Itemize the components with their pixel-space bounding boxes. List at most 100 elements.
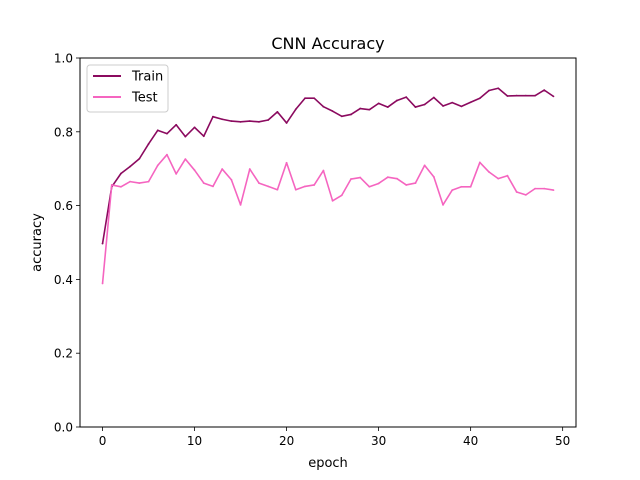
- data-point-train-27: [350, 113, 352, 116]
- data-point-test-27: [350, 178, 352, 180]
- data-point-test-46: [524, 194, 527, 196]
- x-axis-label: epoch: [308, 456, 348, 471]
- data-point-test-48: [543, 187, 546, 190]
- data-point-train-30: [377, 102, 380, 105]
- data-point-train-8: [175, 123, 178, 126]
- data-point-test-18: [267, 185, 270, 188]
- data-point-train-5: [147, 143, 150, 145]
- data-point-train-31: [386, 106, 389, 108]
- data-point-train-35: [423, 103, 426, 106]
- data-point-train-18: [267, 119, 270, 121]
- data-point-train-47: [534, 94, 536, 97]
- data-point-train-17: [258, 120, 260, 123]
- data-point-test-13: [221, 168, 224, 170]
- data-point-test-3: [129, 180, 132, 183]
- data-point-test-37: [442, 203, 444, 206]
- data-point-test-38: [451, 189, 454, 192]
- data-point-test-10: [193, 169, 196, 172]
- data-point-train-23: [313, 97, 316, 100]
- legend-label-train: Train: [131, 70, 163, 85]
- x-tick-label-40: 40: [463, 434, 478, 448]
- plot-frame: [79, 57, 577, 428]
- legend-label-test: Test: [131, 91, 158, 106]
- data-point-train-28: [359, 107, 362, 110]
- data-point-train-10: [193, 126, 196, 129]
- data-point-test-31: [386, 176, 389, 179]
- data-point-test-41: [478, 161, 481, 164]
- data-point-train-21: [294, 108, 297, 111]
- data-point-train-9: [184, 135, 187, 138]
- y-axis-label: accuracy: [30, 213, 45, 272]
- series-layer: [101, 87, 555, 285]
- data-point-test-23: [313, 184, 316, 186]
- data-point-train-2: [120, 172, 122, 175]
- x-tick-label-20: 20: [279, 434, 294, 448]
- data-point-test-6: [156, 164, 159, 167]
- data-point-train-25: [331, 110, 334, 113]
- data-point-train-40: [469, 101, 472, 104]
- y-tick-label-0.2: 0.2: [54, 347, 73, 361]
- series-line-test: [101, 153, 554, 284]
- data-point-test-22: [304, 185, 306, 188]
- data-point-train-32: [396, 99, 398, 102]
- data-point-test-32: [396, 177, 398, 180]
- data-point-test-36: [432, 175, 435, 178]
- data-point-train-3: [129, 165, 132, 168]
- data-point-train-14: [230, 120, 233, 122]
- data-point-train-13: [221, 118, 224, 121]
- data-point-train-4: [138, 157, 141, 160]
- data-point-test-28: [359, 176, 362, 179]
- data-point-train-37: [442, 105, 444, 107]
- data-point-test-5: [147, 180, 150, 183]
- data-point-test-15: [239, 203, 242, 206]
- data-point-train-29: [368, 108, 371, 111]
- data-point-train-33: [405, 96, 408, 99]
- data-point-train-34: [414, 106, 417, 108]
- data-point-test-21: [294, 188, 297, 191]
- data-point-test-14: [230, 178, 233, 181]
- data-point-train-48: [543, 89, 546, 91]
- data-point-test-0: [101, 282, 104, 285]
- data-point-test-26: [340, 194, 343, 197]
- data-point-test-30: [377, 182, 380, 185]
- data-point-test-34: [414, 182, 417, 184]
- data-point-test-16: [248, 168, 251, 170]
- data-point-test-40: [469, 185, 472, 188]
- data-point-train-39: [460, 105, 463, 108]
- data-point-train-11: [202, 135, 205, 138]
- data-point-test-2: [120, 185, 122, 188]
- data-point-test-43: [497, 177, 500, 180]
- data-point-test-24: [322, 169, 325, 172]
- data-point-train-43: [497, 87, 500, 90]
- data-point-train-45: [515, 94, 518, 97]
- data-point-train-16: [248, 120, 251, 122]
- data-point-test-33: [405, 184, 408, 186]
- data-point-train-26: [340, 115, 343, 118]
- data-point-train-38: [451, 101, 454, 104]
- data-point-test-9: [184, 158, 187, 161]
- data-point-test-8: [175, 172, 178, 175]
- x-tick-label-0: 0: [99, 434, 107, 448]
- data-point-train-20: [285, 122, 288, 124]
- x-tick-label-10: 10: [187, 434, 202, 448]
- data-point-train-0: [101, 242, 104, 245]
- data-point-train-44: [506, 95, 509, 97]
- data-point-train-12: [212, 115, 214, 118]
- data-point-test-44: [506, 174, 509, 177]
- y-tick-label-0.4: 0.4: [54, 273, 73, 287]
- y-tick-label-1.0: 1.0: [54, 52, 73, 66]
- y-axis: 0.0 0.2 0.4 0.6 0.8 1.0: [54, 52, 80, 435]
- data-point-train-41: [478, 97, 481, 100]
- data-point-test-17: [258, 182, 260, 184]
- data-point-test-4: [138, 182, 141, 184]
- data-point-train-6: [156, 129, 159, 132]
- x-tick-label-30: 30: [371, 434, 386, 448]
- legend: Train Test: [86, 64, 169, 113]
- data-point-test-20: [285, 161, 288, 164]
- data-point-test-1: [110, 184, 113, 186]
- series-line-train: [101, 87, 554, 244]
- data-point-test-25: [331, 199, 334, 202]
- data-point-test-45: [515, 191, 518, 193]
- data-point-test-19: [276, 188, 279, 191]
